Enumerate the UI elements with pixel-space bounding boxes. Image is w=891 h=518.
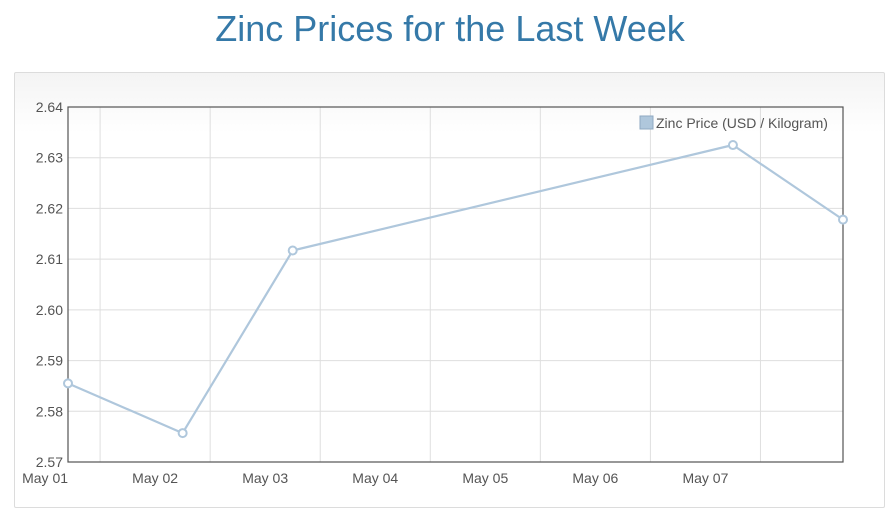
series-line	[67, 143, 844, 435]
data-point[interactable]	[838, 214, 848, 225]
y-tick-label: 2.61	[36, 251, 63, 267]
y-tick-label: 2.58	[36, 403, 63, 419]
x-tick-label: May 07	[682, 470, 728, 486]
page-title: Zinc Prices for the Last Week	[215, 8, 685, 49]
data-point[interactable]	[727, 140, 738, 151]
y-tick-label: 2.57	[36, 454, 63, 470]
legend[interactable]: Zinc Price (USD / Kilogram)	[639, 115, 828, 131]
legend-label: Zinc Price (USD / Kilogram)	[656, 115, 828, 131]
x-axis-ticks: May 01 May 02 May 03 May 04 May 05 May 06 May …	[22, 470, 728, 486]
data-point[interactable]	[177, 428, 188, 439]
x-tick-label: May 06	[572, 470, 618, 486]
y-tick-label: 2.60	[36, 302, 63, 318]
x-tick-label: May 01	[22, 470, 68, 486]
legend-swatch	[639, 115, 654, 130]
x-tick-label: May 03	[242, 470, 288, 486]
y-tick-label: 2.64	[36, 99, 63, 115]
chart-panel	[14, 72, 885, 508]
x-tick-label: May 04	[352, 470, 398, 486]
y-tick-label: 2.62	[36, 200, 63, 216]
data-point[interactable]	[287, 245, 298, 256]
plot-frame	[67, 106, 844, 463]
y-tick-label: 2.59	[36, 353, 63, 369]
x-tick-label: May 02	[132, 470, 178, 486]
y-tick-label: 2.63	[36, 150, 63, 166]
y-axis-ticks: 2.57 2.58 2.59 2.60 2.61 2.62 2.63 2.64	[36, 99, 63, 470]
x-tick-label: May 05	[462, 470, 508, 486]
series-layer	[63, 140, 848, 439]
data-point[interactable]	[63, 378, 73, 389]
grid-lines	[68, 106, 843, 463]
